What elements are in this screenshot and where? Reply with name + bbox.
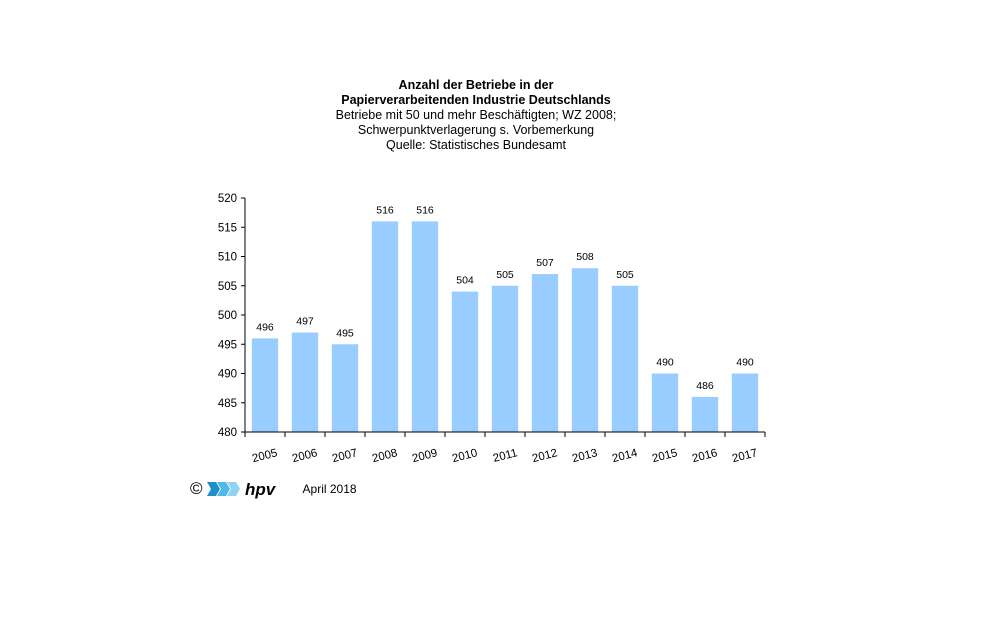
data-label: 486: [696, 380, 714, 392]
y-tick-label: 510: [218, 252, 237, 264]
x-tick-label: 2005: [251, 447, 279, 465]
bar: [691, 396, 719, 432]
bar: [571, 268, 599, 432]
data-label: 505: [616, 269, 634, 281]
chart-source-line: Quelle: Statistisches Bundesamt: [386, 138, 566, 152]
footer-date: April 2018: [302, 482, 357, 496]
y-tick-label: 520: [218, 193, 237, 205]
x-tick-label: 2012: [531, 447, 559, 465]
x-tick-label: 2011: [492, 447, 519, 465]
y-tick-label: 480: [218, 427, 237, 439]
x-tick-label: 2007: [331, 447, 359, 465]
chart-title-line-1: Anzahl der Betriebe in der: [398, 78, 554, 92]
bar: [371, 221, 399, 432]
y-tick-label: 495: [218, 339, 237, 351]
x-tick-label: 2013: [571, 447, 599, 465]
data-label: 516: [416, 204, 434, 216]
bar: [451, 291, 479, 432]
x-tick-label: 2009: [411, 447, 439, 465]
x-tick-label: 2016: [691, 447, 719, 465]
x-tick-label: 2015: [651, 447, 679, 465]
bar: [611, 285, 639, 432]
x-tick-label: 2014: [611, 447, 639, 465]
data-label: 505: [496, 269, 514, 281]
bar: [331, 344, 359, 432]
y-tick-label: 485: [218, 398, 237, 410]
bar: [531, 274, 559, 432]
copyright-symbol: ©: [190, 479, 203, 498]
data-label: 490: [736, 357, 754, 369]
footer: © hpv April 2018: [190, 479, 357, 499]
hpv-logo-icon: hpv: [206, 480, 277, 499]
data-label: 495: [336, 327, 354, 339]
x-tick-label: 2006: [291, 447, 319, 465]
logo-chevron: [206, 482, 220, 496]
logo-text: hpv: [245, 480, 277, 499]
bar: [491, 285, 519, 432]
data-label: 516: [376, 204, 394, 216]
logo-chevron: [216, 482, 230, 496]
y-tick-label: 515: [218, 222, 237, 234]
data-label: 490: [656, 357, 674, 369]
bar: [411, 221, 439, 432]
chart-title-block: Anzahl der Betriebe in der Papierverarbe…: [256, 78, 696, 153]
bar: [291, 332, 319, 432]
bar: [731, 373, 759, 432]
data-label: 496: [256, 321, 274, 333]
x-tick-label: 2010: [451, 447, 479, 465]
y-tick-label: 500: [218, 310, 237, 322]
data-label: 508: [576, 251, 594, 263]
x-tick-label: 2017: [731, 447, 759, 465]
x-tick-label: 2008: [371, 447, 399, 465]
data-label: 497: [296, 316, 314, 328]
chart-subtitle-line-1: Betriebe mit 50 und mehr Beschäftigten; …: [335, 108, 617, 122]
bar: [651, 373, 679, 432]
y-tick-label: 505: [218, 281, 237, 293]
y-tick-label: 490: [218, 369, 237, 381]
bar: [251, 338, 279, 432]
chart-title-line-2: Papierverarbeitenden Industrie Deutschla…: [341, 93, 611, 107]
logo-chevron: [226, 482, 240, 496]
data-label: 504: [456, 275, 474, 287]
data-label: 507: [536, 257, 554, 269]
chart-subtitle-line-2: Schwerpunktverlagerung s. Vorbemerkung: [357, 123, 595, 137]
